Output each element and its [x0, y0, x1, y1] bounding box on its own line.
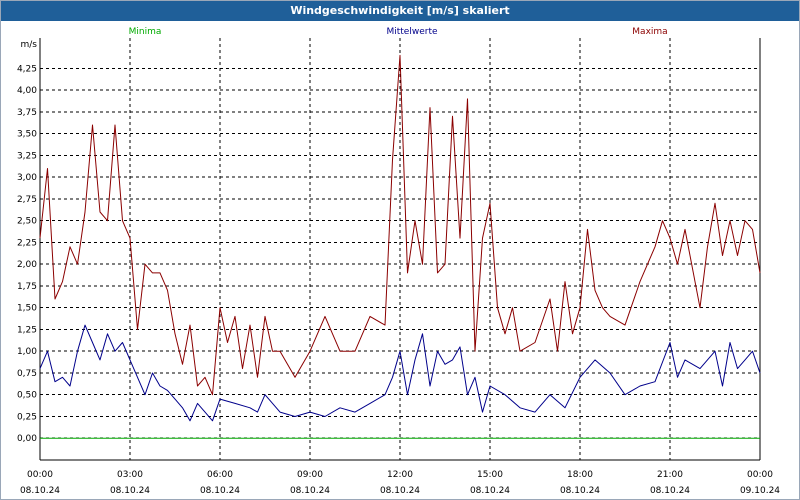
x-tick-date: 08.10.24	[470, 486, 510, 496]
series-line-mittelwerte	[39, 324, 761, 422]
y-tick-label: 0,75	[17, 369, 37, 379]
x-tick-date: 09.10.24	[740, 486, 780, 496]
x-tick-time: 15:00	[477, 470, 503, 480]
y-tick-label: 4,25	[17, 64, 37, 74]
y-tick-label: 3,75	[17, 108, 37, 118]
x-tick-time: 00:00	[747, 470, 773, 480]
legend-maxima: Maxima	[632, 27, 667, 37]
y-tick-label: 0,50	[17, 391, 37, 401]
chart-title: Windgeschwindigkeit [m/s] skaliert	[1, 1, 799, 21]
x-tick-date: 08.10.24	[650, 486, 690, 496]
y-tick-label: 3,00	[17, 173, 37, 183]
axis-labels: 0,00 0,25 0,50 0,75 1,00 1,25 1,50 1,75 2,00 2,25…	[17, 27, 780, 496]
y-tick-label: 1,75	[17, 282, 37, 292]
y-tick-label: 1,25	[17, 325, 37, 335]
y-tick-label: 0,25	[17, 412, 37, 422]
series-line-maxima	[39, 54, 761, 396]
y-tick-label: 2,00	[17, 260, 37, 270]
y-tick-label: 1,50	[17, 304, 37, 314]
y-tick-label: 3,25	[17, 151, 37, 161]
y-tick-label: 2,75	[17, 195, 37, 205]
x-tick-date: 08.10.24	[20, 486, 60, 496]
legend-mittelwerte: Mittelwerte	[386, 27, 437, 37]
x-tick-date: 08.10.24	[380, 486, 420, 496]
legend-minima: Minima	[129, 27, 162, 37]
x-tick-time: 06:00	[207, 470, 233, 480]
x-tick-time: 21:00	[657, 470, 683, 480]
x-tick-time: 00:00	[27, 470, 53, 480]
x-tick-date: 08.10.24	[290, 486, 330, 496]
y-axis-label: m/s	[21, 40, 38, 50]
x-tick-date: 08.10.24	[110, 486, 150, 496]
grid-lines	[40, 38, 760, 460]
data-series	[39, 54, 761, 439]
y-tick-label: 3,50	[17, 130, 37, 140]
y-tick-label: 4,00	[17, 86, 37, 96]
x-tick-date: 08.10.24	[200, 486, 240, 496]
x-tick-time: 09:00	[297, 470, 323, 480]
y-tick-label: 1,00	[17, 347, 37, 357]
y-tick-label: 0,00	[17, 434, 37, 444]
y-tick-label: 2,50	[17, 217, 37, 227]
x-tick-time: 12:00	[387, 470, 413, 480]
axes	[39, 38, 761, 461]
x-tick-date: 08.10.24	[560, 486, 600, 496]
x-tick-time: 18:00	[567, 470, 593, 480]
x-tick-time: 03:00	[117, 470, 143, 480]
y-tick-label: 2,25	[17, 238, 37, 248]
